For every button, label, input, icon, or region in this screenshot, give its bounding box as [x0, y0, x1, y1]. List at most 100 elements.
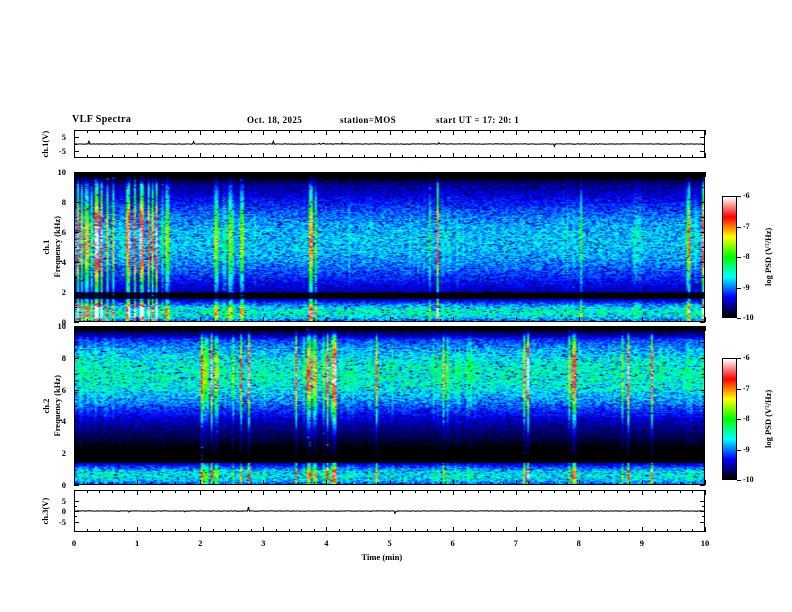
ch1s-xtick-minor-bottom: [566, 319, 568, 322]
ch3v-xtick-minor-top: [591, 490, 593, 493]
ch3v-xtick-minor-top: [376, 490, 378, 493]
ch2s-xtick-minor-bottom: [288, 482, 290, 485]
ch1v-xtick-bottom: [452, 153, 454, 158]
ch3v-xtick-minor-bottom: [99, 529, 101, 532]
ch1s-xtick-minor-bottom: [528, 319, 530, 322]
colorbar-ch2-tick: [737, 449, 741, 451]
ch2s-xtick-minor-bottom: [238, 482, 240, 485]
ch1v-xtick-minor-bottom: [528, 155, 530, 158]
ch3v-xtick-top: [137, 490, 139, 495]
ch1v-xtick-minor-top: [528, 130, 530, 133]
ch1s-xtick-bottom: [515, 317, 517, 322]
ch1v-xtick-minor-top: [616, 130, 618, 133]
ch3v-ytick-label: 5: [61, 495, 66, 506]
ch2s-xtick-minor-bottom: [503, 482, 505, 485]
ch1s-xtick-minor-bottom: [288, 319, 290, 322]
ch1v-xtick-minor-bottom: [616, 155, 618, 158]
ch1s-ytick-label: 8: [61, 197, 66, 207]
ch1s-xtick-bottom: [263, 317, 265, 322]
ch1s-xtick-minor-bottom: [301, 319, 303, 322]
ch1v-xtick-minor-top: [313, 130, 315, 133]
ch3v-xtick-minor-top: [540, 490, 542, 493]
ch1s-xtick-minor-top: [667, 172, 669, 175]
colorbar-ch2-gradient: [723, 359, 736, 479]
ch2s-ytick-minor-right: [702, 453, 705, 455]
ch1s-xtick-minor-bottom: [364, 319, 366, 322]
colorbar-ch1-tick-label: -8: [743, 252, 750, 261]
ch1v-xtick-minor-top: [679, 130, 681, 133]
ch1s-xtick-minor-bottom: [124, 319, 126, 322]
ch2s-xtick-top: [578, 326, 580, 331]
ch1v-xtick-bottom: [389, 153, 391, 158]
ch3v-xtick-minor-top: [364, 490, 366, 493]
ch2s-xtick-bottom: [263, 480, 265, 485]
ch2s-ytick-minor: [74, 453, 77, 455]
ch1s-ytick-minor-right: [702, 247, 705, 248]
ch1v-ytick-minor: [74, 137, 77, 138]
ch1s-xtick-minor-top: [288, 172, 290, 175]
ch3v-xtick-minor-top: [99, 490, 101, 493]
xtick-label: 9: [639, 538, 645, 548]
xtick-label: 8: [576, 538, 581, 548]
ch1v-xtick-top: [515, 130, 517, 135]
ch2s-ytick-minor: [74, 421, 77, 423]
ch1s-ytick-minor-right: [702, 262, 705, 263]
ch1s-ytick-minor-right: [702, 277, 705, 278]
ch2s-ytick-label: 10: [57, 321, 67, 331]
ch3v-xtick-minor-bottom: [111, 529, 113, 532]
ch2s-xtick-minor-top: [654, 326, 656, 329]
ch2s-ytick-minor-right: [702, 469, 705, 471]
ch2s-xtick-minor-top: [427, 326, 429, 329]
ch1v-xtick-bottom: [326, 153, 328, 158]
ch2s-xtick-bottom: [578, 480, 580, 485]
ch3v-xtick-bottom: [326, 527, 328, 532]
ch2s-xtick-minor-bottom: [439, 482, 441, 485]
ch1s-xtick-minor-top: [275, 172, 277, 175]
ch3v-xtick-minor-top: [86, 490, 88, 493]
ch2s-xtick-minor-bottom: [540, 482, 542, 485]
ch2s-xtick-minor-top: [667, 326, 669, 329]
ch1v-xtick-minor-bottom: [654, 155, 656, 158]
ch3v-xtick-minor-top: [212, 490, 214, 493]
colorbar-ch2-tick-label: -10: [743, 475, 754, 484]
ch2s-xtick-minor-top: [477, 326, 479, 329]
ch2s-xtick-minor-top: [553, 326, 555, 329]
ch3v-xtick-bottom: [263, 527, 265, 532]
ch3v-xtick-minor-top: [414, 490, 416, 493]
ch2s-xtick-top: [326, 326, 328, 331]
ch1s-xtick-minor-top: [540, 172, 542, 175]
ch3v-xtick-minor-top: [225, 490, 227, 493]
ch1s-xtick-minor-top: [313, 172, 315, 175]
ch1v-xtick-minor-bottom: [591, 155, 593, 158]
ch2s-xtick-minor-bottom: [414, 482, 416, 485]
ch1s-xtick-top: [389, 172, 391, 177]
ch2s-ytick-minor-right: [702, 373, 705, 375]
ch1v-xtick-minor-top: [692, 130, 694, 133]
ch1s-ytick-minor: [74, 217, 77, 218]
ch2s-ytick-minor-right: [702, 405, 705, 407]
ch1s-xtick-top: [452, 172, 454, 177]
ch2s-ytick-minor-right: [702, 485, 705, 486]
ch1s-xtick-minor-bottom: [275, 319, 277, 322]
ch2s-xtick-minor-top: [187, 326, 189, 329]
ch2s-xtick-minor-top: [604, 326, 606, 329]
ch1s-xtick-minor-top: [162, 172, 164, 175]
ch3v-xtick-minor-bottom: [553, 529, 555, 532]
ch3v-xtick-minor-bottom: [427, 529, 429, 532]
ch1v-ytick-minor-right: [702, 144, 705, 145]
ch1s-xtick-bottom: [705, 317, 706, 322]
axis-title-time: Time (min): [361, 552, 403, 562]
ch2s-xtick-minor-bottom: [86, 482, 88, 485]
ch2s-ytick-label: 2: [61, 448, 66, 459]
ch1v-xtick-top: [200, 130, 202, 135]
ch2s-xtick-minor-top: [301, 326, 303, 329]
ch1s-xtick-minor-top: [679, 172, 681, 175]
ch2s-xtick-minor-top: [225, 326, 227, 329]
ch1v-xtick-top: [74, 130, 75, 135]
ch2s-xtick-minor-bottom: [174, 482, 176, 485]
ch2s-xtick-minor-top: [111, 326, 113, 329]
ch1s-xtick-top: [705, 172, 706, 177]
ch1s-xtick-minor-top: [439, 172, 441, 175]
ch1s-xtick-minor-bottom: [692, 319, 694, 322]
